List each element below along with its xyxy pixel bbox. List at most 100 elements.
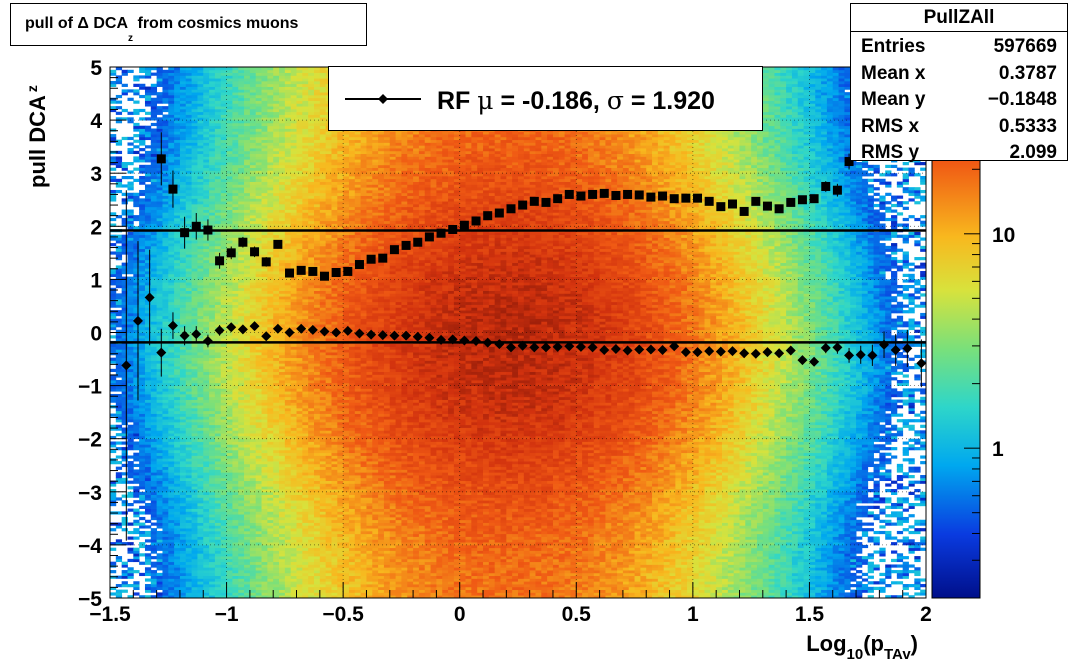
heatmap-cell <box>157 564 163 567</box>
heatmap-cell <box>157 237 163 240</box>
heatmap-cell <box>133 472 139 475</box>
heatmap-cell <box>157 106 163 109</box>
heatmap-cell <box>139 458 145 461</box>
heatmap-cell <box>157 101 163 104</box>
heatmap-cell <box>162 271 168 274</box>
heatmap-cell <box>168 134 174 137</box>
heatmap-cell <box>174 570 180 573</box>
heatmap-cell <box>157 531 163 534</box>
heatmap-cell <box>122 576 128 579</box>
heatmap-cell <box>127 182 133 185</box>
heatmap-cell <box>151 321 157 324</box>
heatmap-cell <box>162 182 168 185</box>
heatmap-cell <box>174 495 180 498</box>
heatmap-cell <box>139 179 145 182</box>
heatmap-cell <box>133 335 139 338</box>
heatmap-cell <box>139 374 145 377</box>
heatmap-cell <box>122 73 128 76</box>
heatmap-cell <box>151 182 157 185</box>
heatmap-cell <box>139 363 145 366</box>
heatmap-cell <box>139 422 145 425</box>
heatmap-cell <box>122 458 128 461</box>
heatmap-cell <box>133 279 139 282</box>
heatmap-cell <box>122 310 128 313</box>
heatmap-cell <box>157 497 163 500</box>
heatmap-cell <box>151 212 157 215</box>
heatmap-cell <box>162 567 168 570</box>
heatmap-cell <box>157 260 163 263</box>
heatmap-cell <box>162 165 168 168</box>
heatmap-cell <box>145 428 151 431</box>
heatmap-cell <box>157 486 163 489</box>
heatmap-cell <box>127 495 133 498</box>
heatmap-cell <box>127 537 133 540</box>
heatmap-cell <box>168 249 174 252</box>
heatmap-cell <box>133 349 139 352</box>
heatmap-cell <box>122 405 128 408</box>
heatmap-cell <box>174 562 180 565</box>
heatmap-cell <box>139 358 145 361</box>
heatmap-cell <box>110 450 116 453</box>
heatmap-cell <box>122 464 128 467</box>
heatmap-cell <box>145 391 151 394</box>
heatmap-cell <box>145 352 151 355</box>
heatmap-cell <box>127 358 133 361</box>
heatmap-cell <box>174 394 180 397</box>
heatmap-cell <box>145 559 151 562</box>
heatmap-cell <box>145 215 151 218</box>
heatmap-cell <box>162 377 168 380</box>
heatmap-cell <box>157 576 163 579</box>
heatmap-cell <box>133 128 139 131</box>
heatmap-cell <box>151 324 157 327</box>
heatmap-cell <box>157 204 163 207</box>
heatmap-cell <box>174 441 180 444</box>
heatmap-cell <box>157 391 163 394</box>
heatmap-cell <box>127 176 133 179</box>
heatmap-cell <box>174 450 180 453</box>
heatmap-cell <box>168 310 174 313</box>
heatmap-cell <box>133 268 139 271</box>
heatmap-cell <box>133 559 139 562</box>
heatmap-cell <box>168 486 174 489</box>
heatmap-cell <box>139 131 145 134</box>
heatmap-cell <box>122 218 128 221</box>
heatmap-cell <box>162 400 168 403</box>
heatmap-cell <box>162 173 168 176</box>
heatmap-cell <box>127 260 133 263</box>
heatmap-cell <box>151 388 157 391</box>
heatmap-cell <box>157 198 163 201</box>
heatmap-cell <box>151 497 157 500</box>
heatmap-cell <box>162 126 168 129</box>
heatmap-cell <box>162 416 168 419</box>
heatmap-cell <box>139 483 145 486</box>
heatmap-cell <box>127 98 133 101</box>
heatmap-cell <box>168 495 174 498</box>
heatmap-cell <box>133 101 139 104</box>
heatmap-cell <box>122 380 128 383</box>
heatmap-cell <box>168 584 174 587</box>
heatmap-cell <box>127 414 133 417</box>
heatmap-cell <box>168 257 174 260</box>
heatmap-cell <box>122 584 128 587</box>
heatmap-cell <box>151 224 157 227</box>
heatmap-cell <box>122 249 128 252</box>
heatmap-cell <box>168 201 174 204</box>
heatmap-cell <box>168 299 174 302</box>
heatmap-cell <box>162 430 168 433</box>
heatmap-cell <box>157 126 163 129</box>
heatmap-cell <box>116 539 122 542</box>
heatmap-cell <box>145 360 151 363</box>
heatmap-cell <box>116 254 122 257</box>
heatmap-cell <box>162 302 168 305</box>
heatmap-cell <box>168 212 174 215</box>
heatmap-cell <box>168 411 174 414</box>
heatmap-cell <box>151 204 157 207</box>
heatmap-cell <box>151 455 157 458</box>
heatmap-cell <box>116 380 122 383</box>
heatmap-cell <box>145 112 151 115</box>
heatmap-cell <box>168 475 174 478</box>
heatmap-cell <box>110 349 116 352</box>
heatmap-cell <box>122 92 128 95</box>
heatmap-cell <box>157 182 163 185</box>
heatmap-cell <box>168 363 174 366</box>
